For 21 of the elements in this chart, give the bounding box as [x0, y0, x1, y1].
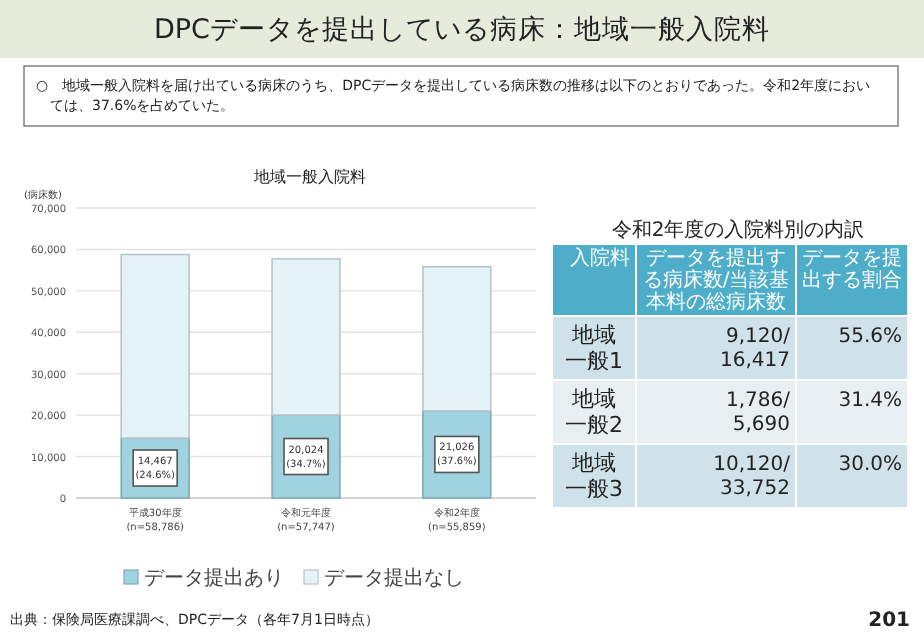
legend-label: データ提出あり [144, 566, 284, 590]
text: 31.4% [838, 390, 902, 412]
text: 地域一般3 [565, 450, 623, 502]
legend-label: データ提出なし [324, 566, 464, 590]
text: 30.0% [838, 454, 902, 476]
text: 入院料 [570, 246, 630, 270]
text: 1,786/5,690 [726, 390, 792, 436]
text: 令和2年度の入院料別の内訳 [611, 218, 865, 242]
text: 10,120/33,752 [713, 454, 792, 500]
text: 9,120/16,417 [720, 326, 792, 372]
text: 55.6% [838, 326, 902, 348]
text: 地域一般2 [565, 386, 623, 438]
bar [271, 258, 341, 416]
bar [120, 253, 190, 439]
text: DPCデータを提出している病床：地域一般入院料 [154, 14, 770, 46]
text: データを提出する割合 [802, 246, 902, 292]
bar [422, 265, 492, 412]
text: データを提出する病床数/当該基本料の総病床数 [642, 246, 790, 314]
chart-title: 地域一般入院料 [252, 168, 366, 186]
text: 地域一般1 [565, 322, 623, 374]
text: 201 [868, 610, 911, 632]
